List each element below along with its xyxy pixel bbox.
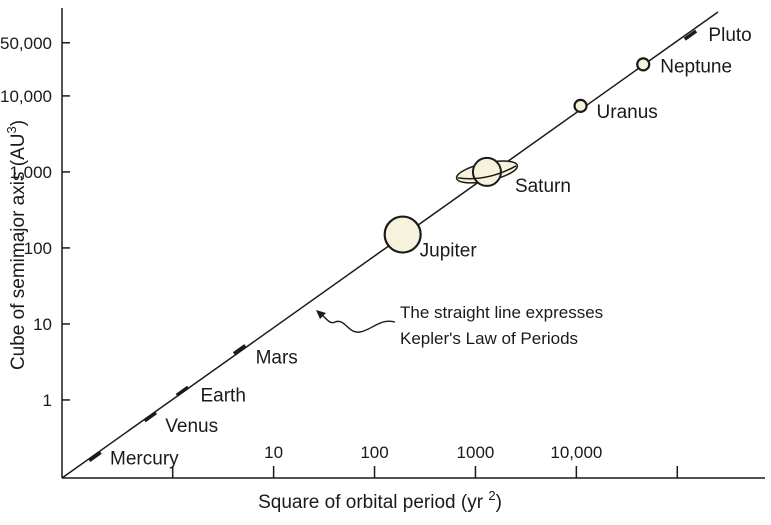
y-tick-label: 10 [33,315,52,334]
x-label-text: Square of orbital period (yr [258,492,488,513]
planet [637,58,649,70]
planet [385,217,421,253]
x-label-end: ) [496,492,502,513]
page: The straight line expresses Kepler's Law… [0,0,771,525]
x-tick-label: 100 [360,443,388,462]
y-tick-label: 1 [43,391,52,410]
planet-label: Jupiter [420,241,478,262]
planet-label: Uranus [597,102,658,123]
y-tick-label: 50,000 [0,34,52,53]
planet-dash [177,387,188,395]
x-label-sup: 2 [488,488,495,503]
y-label-end: ) [8,120,29,126]
planet-label: Venus [165,416,218,437]
y-tick-label: 100 [24,239,52,258]
planet-label: Saturn [515,176,571,197]
planet-dash [145,413,156,421]
y-tick-label: 1,000 [9,163,52,182]
chart: The straight line expresses Kepler's Law… [0,0,771,520]
x-tick-label: 1000 [457,443,495,462]
x-tick-label: 10,000 [550,443,602,462]
annotation: The straight line expresses [400,303,603,322]
x-axis-label: Square of orbital period (yr 2) [258,488,502,513]
planet-label: Mercury [110,449,179,470]
planet-label: Earth [200,385,245,406]
y-label-sup: 3 [4,126,19,133]
annotation: Kepler's Law of Periods [400,329,578,348]
annotation-arrow [320,313,395,332]
planet [473,158,501,186]
planet-label: Pluto [708,25,751,46]
x-tick-label: 10 [264,443,283,462]
planet [575,100,587,112]
planet-label: Mars [256,348,298,369]
planet-label: Neptune [660,56,732,77]
y-tick-label: 10,000 [0,87,52,106]
